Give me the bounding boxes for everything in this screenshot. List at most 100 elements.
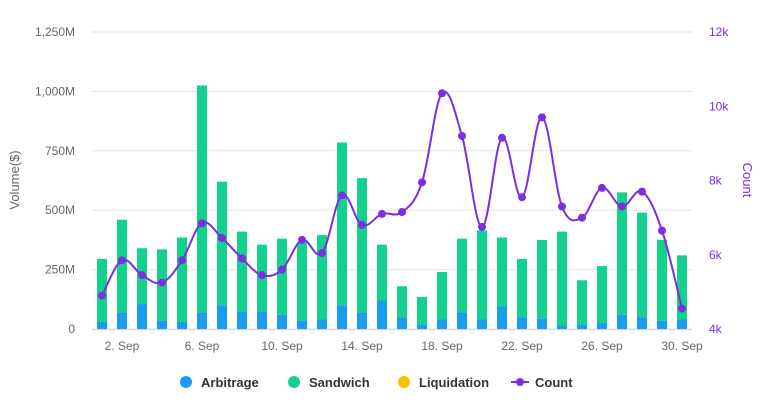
bar-sandwich: [357, 178, 367, 313]
bar-sandwich: [457, 238, 467, 313]
bar-sandwich: [217, 181, 227, 306]
legend-label-liquidation: Liquidation: [419, 375, 489, 390]
count-point: [138, 271, 146, 280]
right-tick-label: 12k: [709, 25, 729, 39]
x-tick-label: 18. Sep: [421, 339, 463, 353]
bar-arbitrage: [677, 319, 687, 329]
count-point: [118, 256, 126, 265]
bar-series: [97, 85, 687, 329]
bar-sandwich: [537, 239, 547, 319]
x-tick-label: 22. Sep: [501, 339, 543, 353]
legend-label-arbitrage: Arbitrage: [201, 375, 259, 390]
bar-arbitrage: [297, 320, 307, 329]
y-axis-right-title: Count: [740, 163, 755, 198]
count-point: [218, 234, 226, 243]
x-tick-label: 6. Sep: [185, 339, 220, 353]
legend-label-count: Count: [535, 375, 573, 390]
bar-sandwich: [577, 280, 587, 325]
count-point: [278, 265, 286, 274]
bar-arbitrage: [437, 319, 447, 329]
count-point: [618, 202, 626, 211]
left-tick-label: 500M: [45, 203, 75, 217]
left-tick-label: 1,250M: [35, 25, 75, 39]
count-point: [158, 278, 166, 287]
count-point: [478, 222, 486, 231]
bar-sandwich: [97, 258, 107, 322]
bar-arbitrage: [457, 312, 467, 329]
bar-arbitrage: [117, 312, 127, 329]
count-point: [598, 183, 606, 192]
bar-sandwich: [117, 219, 127, 313]
bar-sandwich: [197, 85, 207, 313]
bar-sandwich: [557, 231, 567, 326]
bar-sandwich: [517, 258, 527, 318]
right-tick-label: 8k: [709, 174, 723, 188]
x-tick-label: 10. Sep: [261, 339, 303, 353]
bar-sandwich: [437, 271, 447, 320]
bar-sandwich: [277, 238, 287, 315]
bar-arbitrage: [637, 317, 647, 329]
bar-arbitrage: [397, 317, 407, 329]
bar-sandwich: [617, 192, 627, 315]
legend-swatch-sandwich: [288, 376, 300, 388]
bar-sandwich: [637, 212, 647, 318]
count-point: [638, 187, 646, 196]
x-axis: 2. Sep 6. Sep 10. Sep 14. Sep 18. Sep 22. Sep…: [105, 339, 703, 353]
bar-arbitrage: [357, 312, 367, 329]
bar-sandwich: [177, 237, 187, 322]
right-tick-label: 4k: [709, 322, 723, 336]
bar-arbitrage: [277, 314, 287, 329]
bar-sandwich: [397, 286, 407, 318]
x-tick-label: 14. Sep: [341, 339, 383, 353]
bar-arbitrage: [417, 324, 427, 329]
left-axis: 0 250M 500M 750M 1,000M 1,250M: [35, 25, 75, 336]
bar-sandwich: [417, 296, 427, 325]
count-point: [358, 221, 366, 230]
right-tick-label: 10k: [709, 99, 729, 113]
count-point: [258, 271, 266, 280]
x-tick-label: 2. Sep: [105, 339, 140, 353]
bar-arbitrage: [517, 317, 527, 329]
left-tick-label: 1,000M: [35, 84, 75, 98]
legend-swatch-marker: [516, 378, 524, 386]
count-point: [398, 208, 406, 217]
legend-swatch-arbitrage: [180, 376, 192, 388]
count-point: [378, 209, 386, 218]
right-tick-label: 6k: [709, 248, 723, 262]
bar-sandwich: [657, 239, 667, 321]
left-tick-label: 250M: [45, 263, 75, 277]
bar-arbitrage: [257, 311, 267, 329]
bar-arbitrage: [317, 319, 327, 329]
grid-lines: [92, 31, 692, 330]
legend: Arbitrage Sandwich Liquidation Count: [180, 375, 573, 390]
bar-arbitrage: [537, 318, 547, 329]
left-tick-label: 0: [68, 322, 75, 336]
bar-sandwich: [477, 230, 487, 320]
count-point: [178, 256, 186, 265]
legend-label-sandwich: Sandwich: [309, 375, 370, 390]
count-point: [558, 202, 566, 211]
count-point: [658, 226, 666, 235]
left-tick-label: 750M: [45, 144, 75, 158]
x-tick-label: 26. Sep: [581, 339, 623, 353]
count-point: [338, 191, 346, 200]
bar-arbitrage: [337, 305, 347, 329]
bar-arbitrage: [217, 305, 227, 329]
bar-sandwich: [377, 244, 387, 301]
bar-sandwich: [237, 231, 247, 312]
right-axis: 4k 6k 8k 10k 12k: [709, 25, 729, 336]
bar-arbitrage: [157, 320, 167, 329]
count-point: [438, 89, 446, 98]
count-point: [198, 219, 206, 228]
bar-arbitrage: [177, 321, 187, 329]
count-point: [538, 113, 546, 122]
count-point: [518, 193, 526, 202]
count-line: [101, 90, 683, 309]
bar-arbitrage: [237, 311, 247, 329]
count-point: [98, 291, 106, 300]
bar-arbitrage: [597, 323, 607, 329]
bar-arbitrage: [577, 324, 587, 329]
legend-swatch-liquidation: [398, 376, 410, 388]
y-axis-left-title: Volume($): [7, 150, 22, 209]
